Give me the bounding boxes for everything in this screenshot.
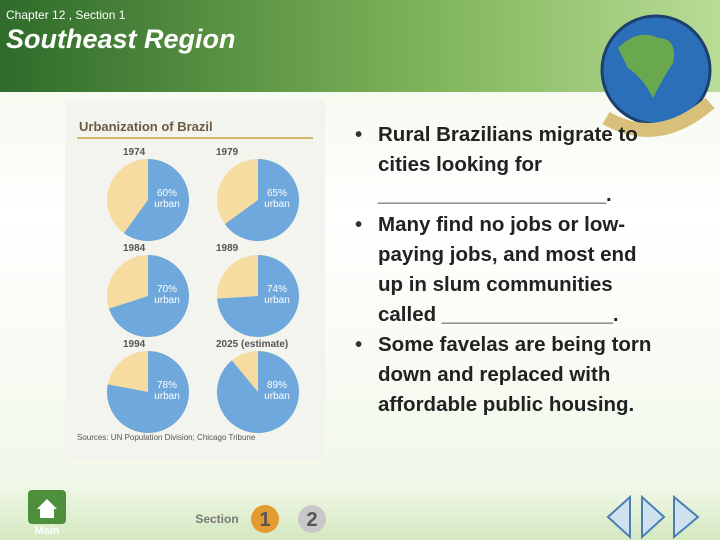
bullet: Many find no jobs or low-paying jobs, an… <box>355 210 655 330</box>
pie-slice <box>109 255 189 337</box>
section-button[interactable] <box>298 505 326 533</box>
chart: Urbanization of Brazil Sources: UN Popul… <box>65 100 325 460</box>
section-number: 2 <box>306 509 317 531</box>
pie-label: 2025 (estimate) <box>216 339 288 350</box>
prev-slide-button[interactable] <box>641 494 666 540</box>
pie-slice <box>224 159 299 241</box>
pie-label: 1989 <box>216 243 239 254</box>
bullet: Rural Brazilians migrate to cities looki… <box>355 120 655 210</box>
pie-value-label: 89% urban <box>264 380 290 402</box>
section-label: Section <box>195 512 238 526</box>
pie-value-label: 70% urban <box>154 284 180 306</box>
pie-slice <box>123 159 190 241</box>
chapter-label: Chapter 12 , Section 1 <box>6 8 126 22</box>
prev-button[interactable] <box>606 494 631 540</box>
section-number: 1 <box>259 509 270 531</box>
pie-label: 1984 <box>123 243 146 254</box>
bullet-list: Rural Brazilians migrate to cities looki… <box>355 120 655 420</box>
pie-slice <box>217 351 299 433</box>
bullet: Some favelas are being torn down and rep… <box>355 330 655 420</box>
pie-value-label: 74% urban <box>264 284 290 306</box>
pie-slice <box>107 351 189 433</box>
next-button[interactable] <box>673 494 700 540</box>
pie-label: 1994 <box>123 339 146 350</box>
pie-value-label: 78% urban <box>154 380 180 402</box>
main-label: Main <box>34 525 59 537</box>
chart-title: Urbanization of Brazil <box>79 119 213 134</box>
nav-bar[interactable]: Main Section 1 2 <box>0 482 720 540</box>
section-button[interactable] <box>251 505 279 533</box>
pie-value-label: 60% urban <box>154 188 180 210</box>
pie-value-label: 65% urban <box>264 188 290 210</box>
pie-slice <box>217 255 299 337</box>
home-icon <box>37 499 57 518</box>
globe-logo <box>600 14 715 137</box>
pie-label: 1979 <box>216 147 239 158</box>
slide-title: Southeast Region <box>6 24 236 54</box>
chart-source: Sources: UN Population Division; Chicago… <box>77 433 256 442</box>
nav-band <box>0 482 720 540</box>
header-band <box>0 0 720 92</box>
pie-label: 1974 <box>123 147 146 158</box>
